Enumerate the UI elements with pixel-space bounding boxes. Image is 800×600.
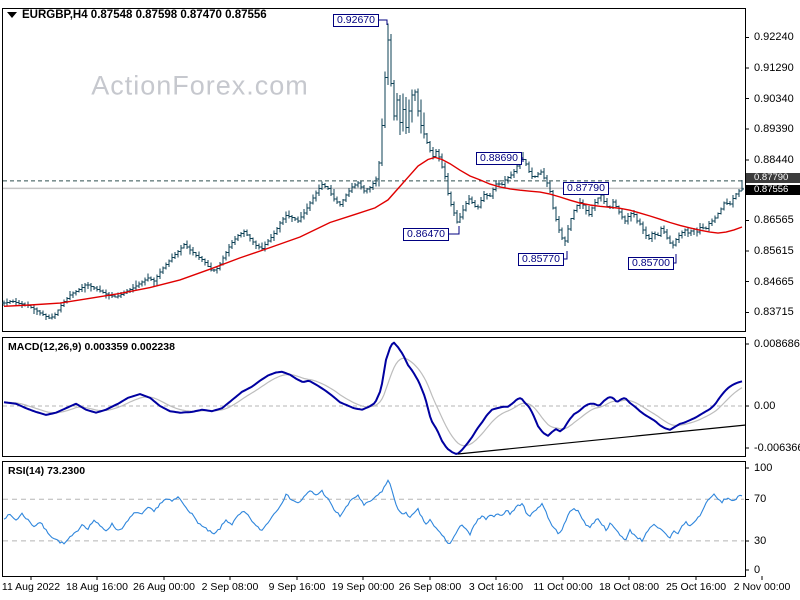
price-axis-label: 0.88440 <box>754 153 794 166</box>
time-axis-label: 26 Sep 08:00 <box>398 581 462 593</box>
rsi-axis-label: 30 <box>754 534 767 547</box>
actionforex-watermark: ActionForex.com <box>91 70 309 101</box>
time-axis-label: 25 Oct 16:00 <box>665 581 727 593</box>
price-flag[interactable]: 0.87790 <box>563 182 609 195</box>
rsi-line <box>3 479 743 545</box>
rsi-axis-label: 100 <box>754 462 773 475</box>
price-axis-label: 0.85615 <box>754 245 794 257</box>
flag-connector <box>379 19 388 25</box>
time-axis-label: 18 Oct 08:00 <box>598 581 660 593</box>
price-axis-label: 0.83715 <box>754 306 794 319</box>
symbol-collapse-icon[interactable] <box>7 12 17 18</box>
price-axis-label: 0.84665 <box>754 275 794 288</box>
moving-average-line <box>3 156 743 307</box>
price-flag[interactable]: 0.88690 <box>476 152 522 165</box>
time-axis-label: 3 Oct 16:00 <box>468 581 524 593</box>
price-axis-label: 0.92240 <box>754 31 794 44</box>
flag-connector <box>522 157 524 162</box>
chart-title: EURGBP,H4 0.87548 0.87598 0.87470 0.8755… <box>7 9 267 21</box>
time-axis-label: 11 Oct 00:00 <box>533 581 593 593</box>
macd-axis-label: 0.008686 <box>754 338 800 350</box>
macd-trendline[interactable] <box>457 424 747 455</box>
macd-indicator-label: MACD(12,26,9) 0.003359 0.002238 <box>8 341 175 353</box>
time-axis-label: 2 Nov 00:00 <box>733 581 791 593</box>
macd-signal-line <box>4 357 743 447</box>
time-axis-label: 9 Sep 16:00 <box>268 581 326 593</box>
symbol-quote-text: EURGBP,H4 0.87548 0.87598 0.87470 0.8755… <box>22 9 267 21</box>
panel-frame <box>2 337 746 457</box>
time-axis-label: 2 Sep 08:00 <box>201 581 259 593</box>
time-axis-label: 11 Aug 2022 <box>1 581 61 593</box>
rsi-axis-label: 70 <box>754 493 767 506</box>
time-axis-label: 18 Aug 16:00 <box>66 581 128 593</box>
time-axis-label: 26 Aug 00:00 <box>133 581 195 593</box>
macd-axis-label: -0.006366 <box>754 442 800 454</box>
flag-connector <box>564 251 568 260</box>
price-axis-label: 0.89390 <box>754 123 794 136</box>
resistance-price-tag: 0.87790 <box>746 172 800 183</box>
panel-frame <box>2 8 746 332</box>
flag-connector <box>449 226 460 235</box>
price-axis-label: 0.86565 <box>754 214 794 227</box>
ohlc-bars <box>2 23 744 321</box>
price-flag[interactable]: 0.92670 <box>333 14 379 27</box>
price-flag[interactable]: 0.85770 <box>518 253 564 266</box>
price-flag[interactable]: 0.85700 <box>628 257 674 270</box>
macd-axis-label: 0.00 <box>754 399 776 412</box>
panel-frame <box>2 461 746 577</box>
current-price-tag: 0.87556 <box>746 185 800 196</box>
rsi-axis-label: 0 <box>754 564 761 576</box>
time-axis-label: 19 Sep 00:00 <box>331 581 395 593</box>
rsi-indicator-label: RSI(14) 73.2300 <box>8 465 86 477</box>
macd-main-line <box>3 341 743 455</box>
price-axis-label: 0.90340 <box>754 92 794 105</box>
price-axis-label: 0.91290 <box>754 61 794 74</box>
price-flag[interactable]: 0.86470 <box>403 228 449 241</box>
flag-connector <box>674 254 677 264</box>
